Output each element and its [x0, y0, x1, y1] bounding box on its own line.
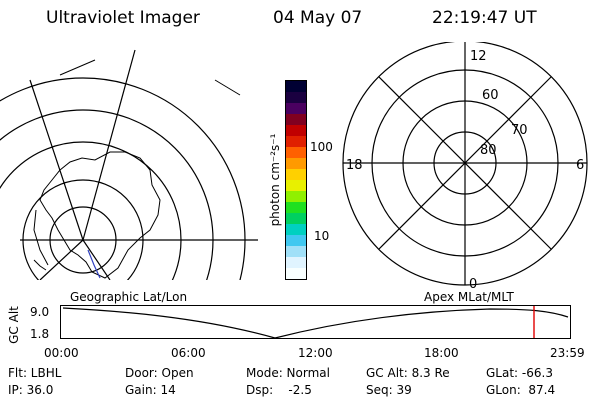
- colorbar-segment: [286, 246, 306, 257]
- mode-info: Mode: Normal: [246, 366, 330, 380]
- geographic-map: [0, 49, 258, 280]
- gc-alt-info: GC Alt: 8.3 Re: [366, 366, 450, 380]
- colorbar-segment: [286, 257, 306, 268]
- mlt-label-6: 6: [576, 158, 584, 173]
- apex-caption: Apex MLat/MLT: [424, 290, 514, 304]
- apex-polar-plot: 60 70 80 12 0 18 6: [342, 42, 588, 292]
- coastline-antarctica: [39, 151, 161, 279]
- door-info: Door: Open: [125, 366, 194, 380]
- mlt-label-12: 12: [470, 49, 487, 64]
- colorbar-segment: [286, 92, 306, 103]
- x-tick-0600: 06:00: [171, 346, 206, 360]
- mlt-label-18: 18: [346, 158, 363, 173]
- mlat-label-80: 80: [480, 143, 497, 158]
- date-label: 04 May 07: [273, 8, 363, 28]
- colorbar-segment: [286, 125, 306, 136]
- colorbar-segment: [286, 103, 306, 114]
- colorbar-segment: [286, 268, 306, 279]
- glon-info: GLon: 87.4: [486, 383, 556, 397]
- y-tick-1-8: 1.8: [30, 327, 50, 341]
- dsp-info: Dsp: -2.5: [246, 383, 312, 397]
- altitude-curve: [62, 307, 569, 339]
- colorbar-segment: [286, 81, 306, 92]
- orbit-track: [87, 249, 101, 279]
- mlat-label-60: 60: [482, 88, 499, 103]
- colorbar-segment: [286, 169, 306, 180]
- colorbar-tick-10: 10: [314, 229, 330, 243]
- flt-info: Flt: LBHL: [8, 366, 62, 380]
- y-tick-9: 9.0: [30, 305, 50, 319]
- x-tick-1200: 12:00: [298, 346, 333, 360]
- colorbar-segment: [286, 147, 306, 158]
- colorbar-segment: [286, 114, 306, 125]
- glat-info: GLat: -66.3: [486, 366, 553, 380]
- colorbar-segment: [286, 202, 306, 213]
- colorbar: [285, 80, 307, 280]
- mlt-label-0: 0: [469, 277, 477, 292]
- colorbar-segment: [286, 158, 306, 169]
- colorbar-segment: [286, 235, 306, 246]
- colorbar-segment: [286, 136, 306, 147]
- colorbar-segment: [286, 224, 306, 235]
- ip-info: IP: 36.0: [8, 383, 54, 397]
- time-label: 22:19:47 UT: [432, 8, 537, 28]
- instrument-title: Ultraviolet Imager: [46, 8, 200, 28]
- x-tick-0000: 00:00: [44, 346, 79, 360]
- x-tick-1800: 18:00: [424, 346, 459, 360]
- colorbar-segment: [286, 213, 306, 224]
- mlat-label-70: 70: [511, 123, 528, 138]
- gain-info: Gain: 14: [125, 383, 176, 397]
- x-tick-2359: 23:59: [550, 346, 585, 360]
- altitude-timeline: [60, 305, 571, 339]
- geographic-caption: Geographic Lat/Lon: [70, 290, 188, 304]
- seq-info: Seq: 39: [366, 383, 412, 397]
- colorbar-units-label: photon cm⁻²s⁻¹: [268, 133, 282, 227]
- colorbar-tick-100: 100: [310, 140, 333, 154]
- colorbar-segment: [286, 180, 306, 191]
- gc-alt-axis-label: GC Alt: [7, 306, 21, 344]
- colorbar-segment: [286, 191, 306, 202]
